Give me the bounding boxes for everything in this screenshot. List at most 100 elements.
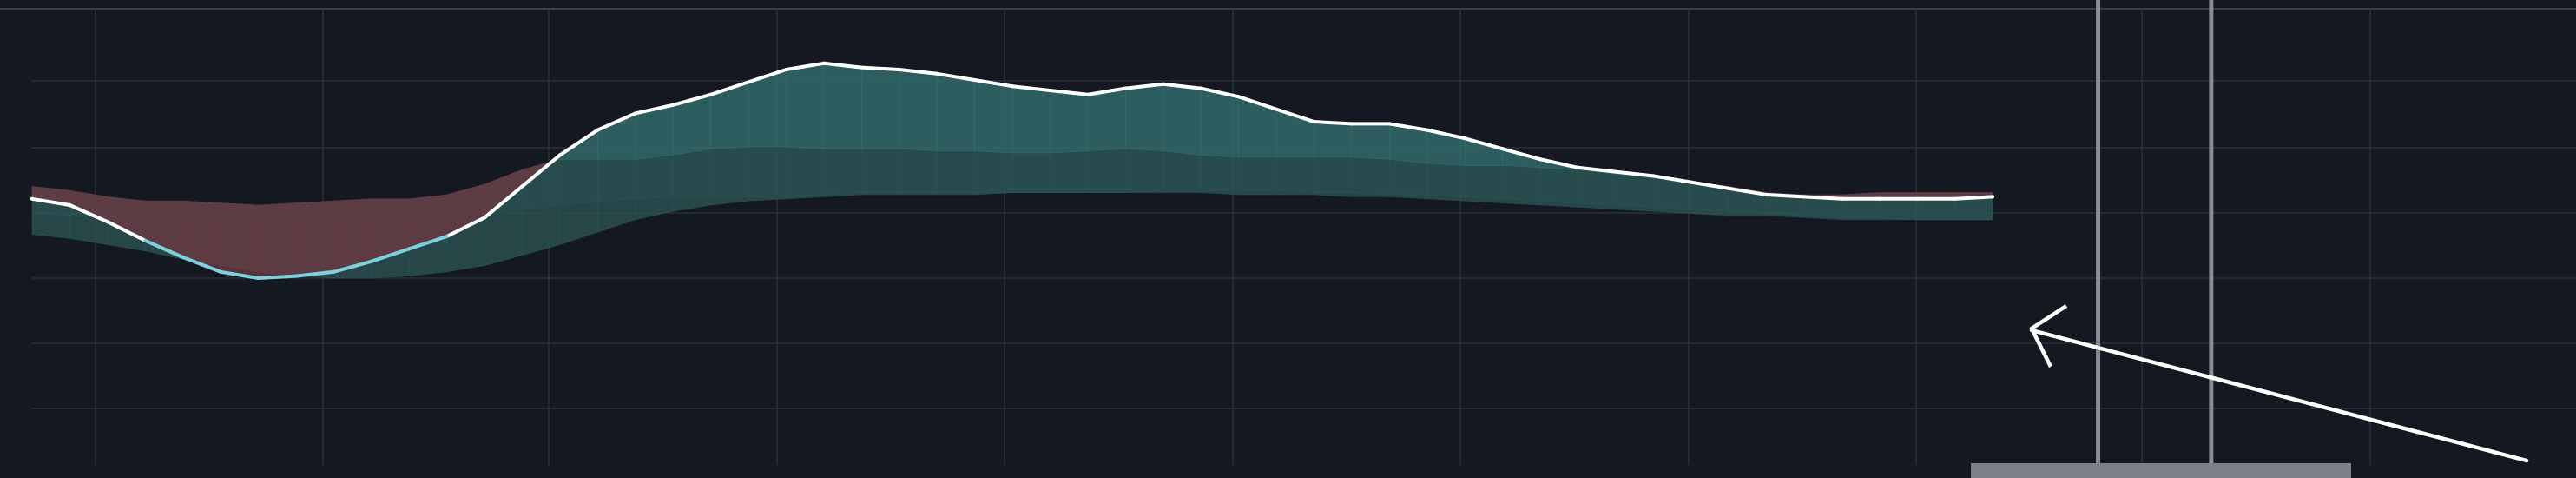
band-segment-lower-up [1238, 189, 1277, 196]
data-point [1161, 82, 1165, 86]
line-segment [369, 247, 412, 263]
band-segment-up [899, 148, 938, 193]
data-point [483, 216, 487, 220]
data-point [293, 274, 298, 278]
area-segment-up [1351, 123, 1390, 160]
area-segment-down [220, 202, 259, 279]
arrow-cursor-icon [2029, 304, 2529, 463]
data-point [520, 184, 524, 189]
data-point [219, 269, 223, 274]
band-segment-up [1351, 156, 1390, 196]
band-segment-up [710, 146, 749, 197]
data-point [1991, 195, 1994, 199]
line-segment [1048, 89, 1090, 96]
line-segment [1576, 165, 1617, 174]
band-segment-up [1615, 173, 1654, 208]
line-segment [897, 68, 939, 76]
band-segment-up [1464, 165, 1503, 200]
line-segment [332, 259, 373, 274]
data-point [708, 92, 713, 96]
line-segment [1802, 195, 1844, 201]
data-point [784, 68, 788, 71]
data-point [897, 68, 901, 71]
data-point [105, 220, 109, 224]
data-point [747, 80, 751, 84]
area-segment-up [936, 73, 975, 151]
band-segment-up [1011, 152, 1051, 193]
horizontal-scrollbar-thumb[interactable] [1971, 463, 2351, 478]
line-segment [671, 92, 713, 107]
data-point [1727, 186, 1731, 190]
data-point [1538, 157, 1542, 162]
data-point [1236, 95, 1241, 99]
area-segment-down [333, 198, 372, 273]
band-segment-up [1087, 148, 1126, 193]
line-segment [219, 269, 260, 280]
line-segment [105, 220, 148, 242]
line-segment [181, 256, 223, 274]
band-segment-lower-up [1841, 217, 1881, 221]
line-segment [972, 78, 1014, 89]
data-point [1048, 89, 1052, 92]
line-segment [633, 103, 675, 116]
area-segment-down [258, 202, 297, 279]
line-segment [520, 153, 562, 189]
band-segment-up [1050, 150, 1089, 193]
overlay-controls [1971, 0, 2529, 478]
data-point [332, 269, 336, 274]
data-point [1877, 196, 1881, 201]
data-point [1463, 136, 1467, 141]
line-segment [708, 80, 751, 96]
data-point [860, 65, 864, 70]
line-segment [1463, 136, 1505, 151]
band-segment-lower-up [1163, 189, 1202, 193]
data-point [256, 276, 260, 280]
band-segment-up [974, 150, 1013, 193]
band-segment-lower-up [31, 213, 70, 239]
data-point [445, 235, 449, 238]
line-segment [1123, 82, 1165, 90]
data-point [1840, 196, 1844, 201]
area-segment-down [295, 200, 334, 276]
band-segment-up [1238, 156, 1277, 191]
line-segment [1764, 193, 1806, 199]
line-segment [747, 68, 788, 84]
line-segment [1085, 86, 1128, 96]
data-point [1613, 169, 1617, 174]
line-segment [68, 203, 109, 224]
area-segment-up [899, 69, 938, 151]
data-point [30, 196, 34, 201]
area-segment-up [1050, 90, 1089, 154]
band-segment-up [672, 148, 711, 197]
area-segment-up [1087, 88, 1126, 151]
area-segment-up [1163, 83, 1202, 156]
band-segment-up [786, 146, 825, 197]
area-segment-up [1011, 85, 1051, 154]
band-segment-up [1578, 169, 1617, 206]
line-segment [445, 216, 487, 238]
band-segment-lower-up [974, 192, 1013, 196]
line-segment [935, 71, 977, 82]
data-point [557, 153, 562, 157]
line-segment [407, 235, 449, 251]
area-segment-up [786, 63, 825, 149]
line-segment [1161, 82, 1203, 90]
line-segment [1613, 169, 1656, 178]
band-segment-up [1163, 150, 1202, 191]
line-segment [596, 111, 637, 132]
line-segment [1236, 95, 1278, 111]
line-segment [1500, 147, 1542, 162]
line-segment [30, 196, 72, 207]
band-segment-up [1200, 155, 1239, 191]
data-point [143, 238, 148, 242]
data-point [671, 103, 675, 107]
band-segment-lower-up [1879, 217, 1918, 221]
band-segment-lower-up [861, 192, 900, 196]
data-point [1123, 86, 1128, 90]
data-point [821, 61, 826, 65]
data-point [369, 259, 373, 263]
band-segment-up [861, 148, 900, 193]
data-point [972, 78, 977, 82]
